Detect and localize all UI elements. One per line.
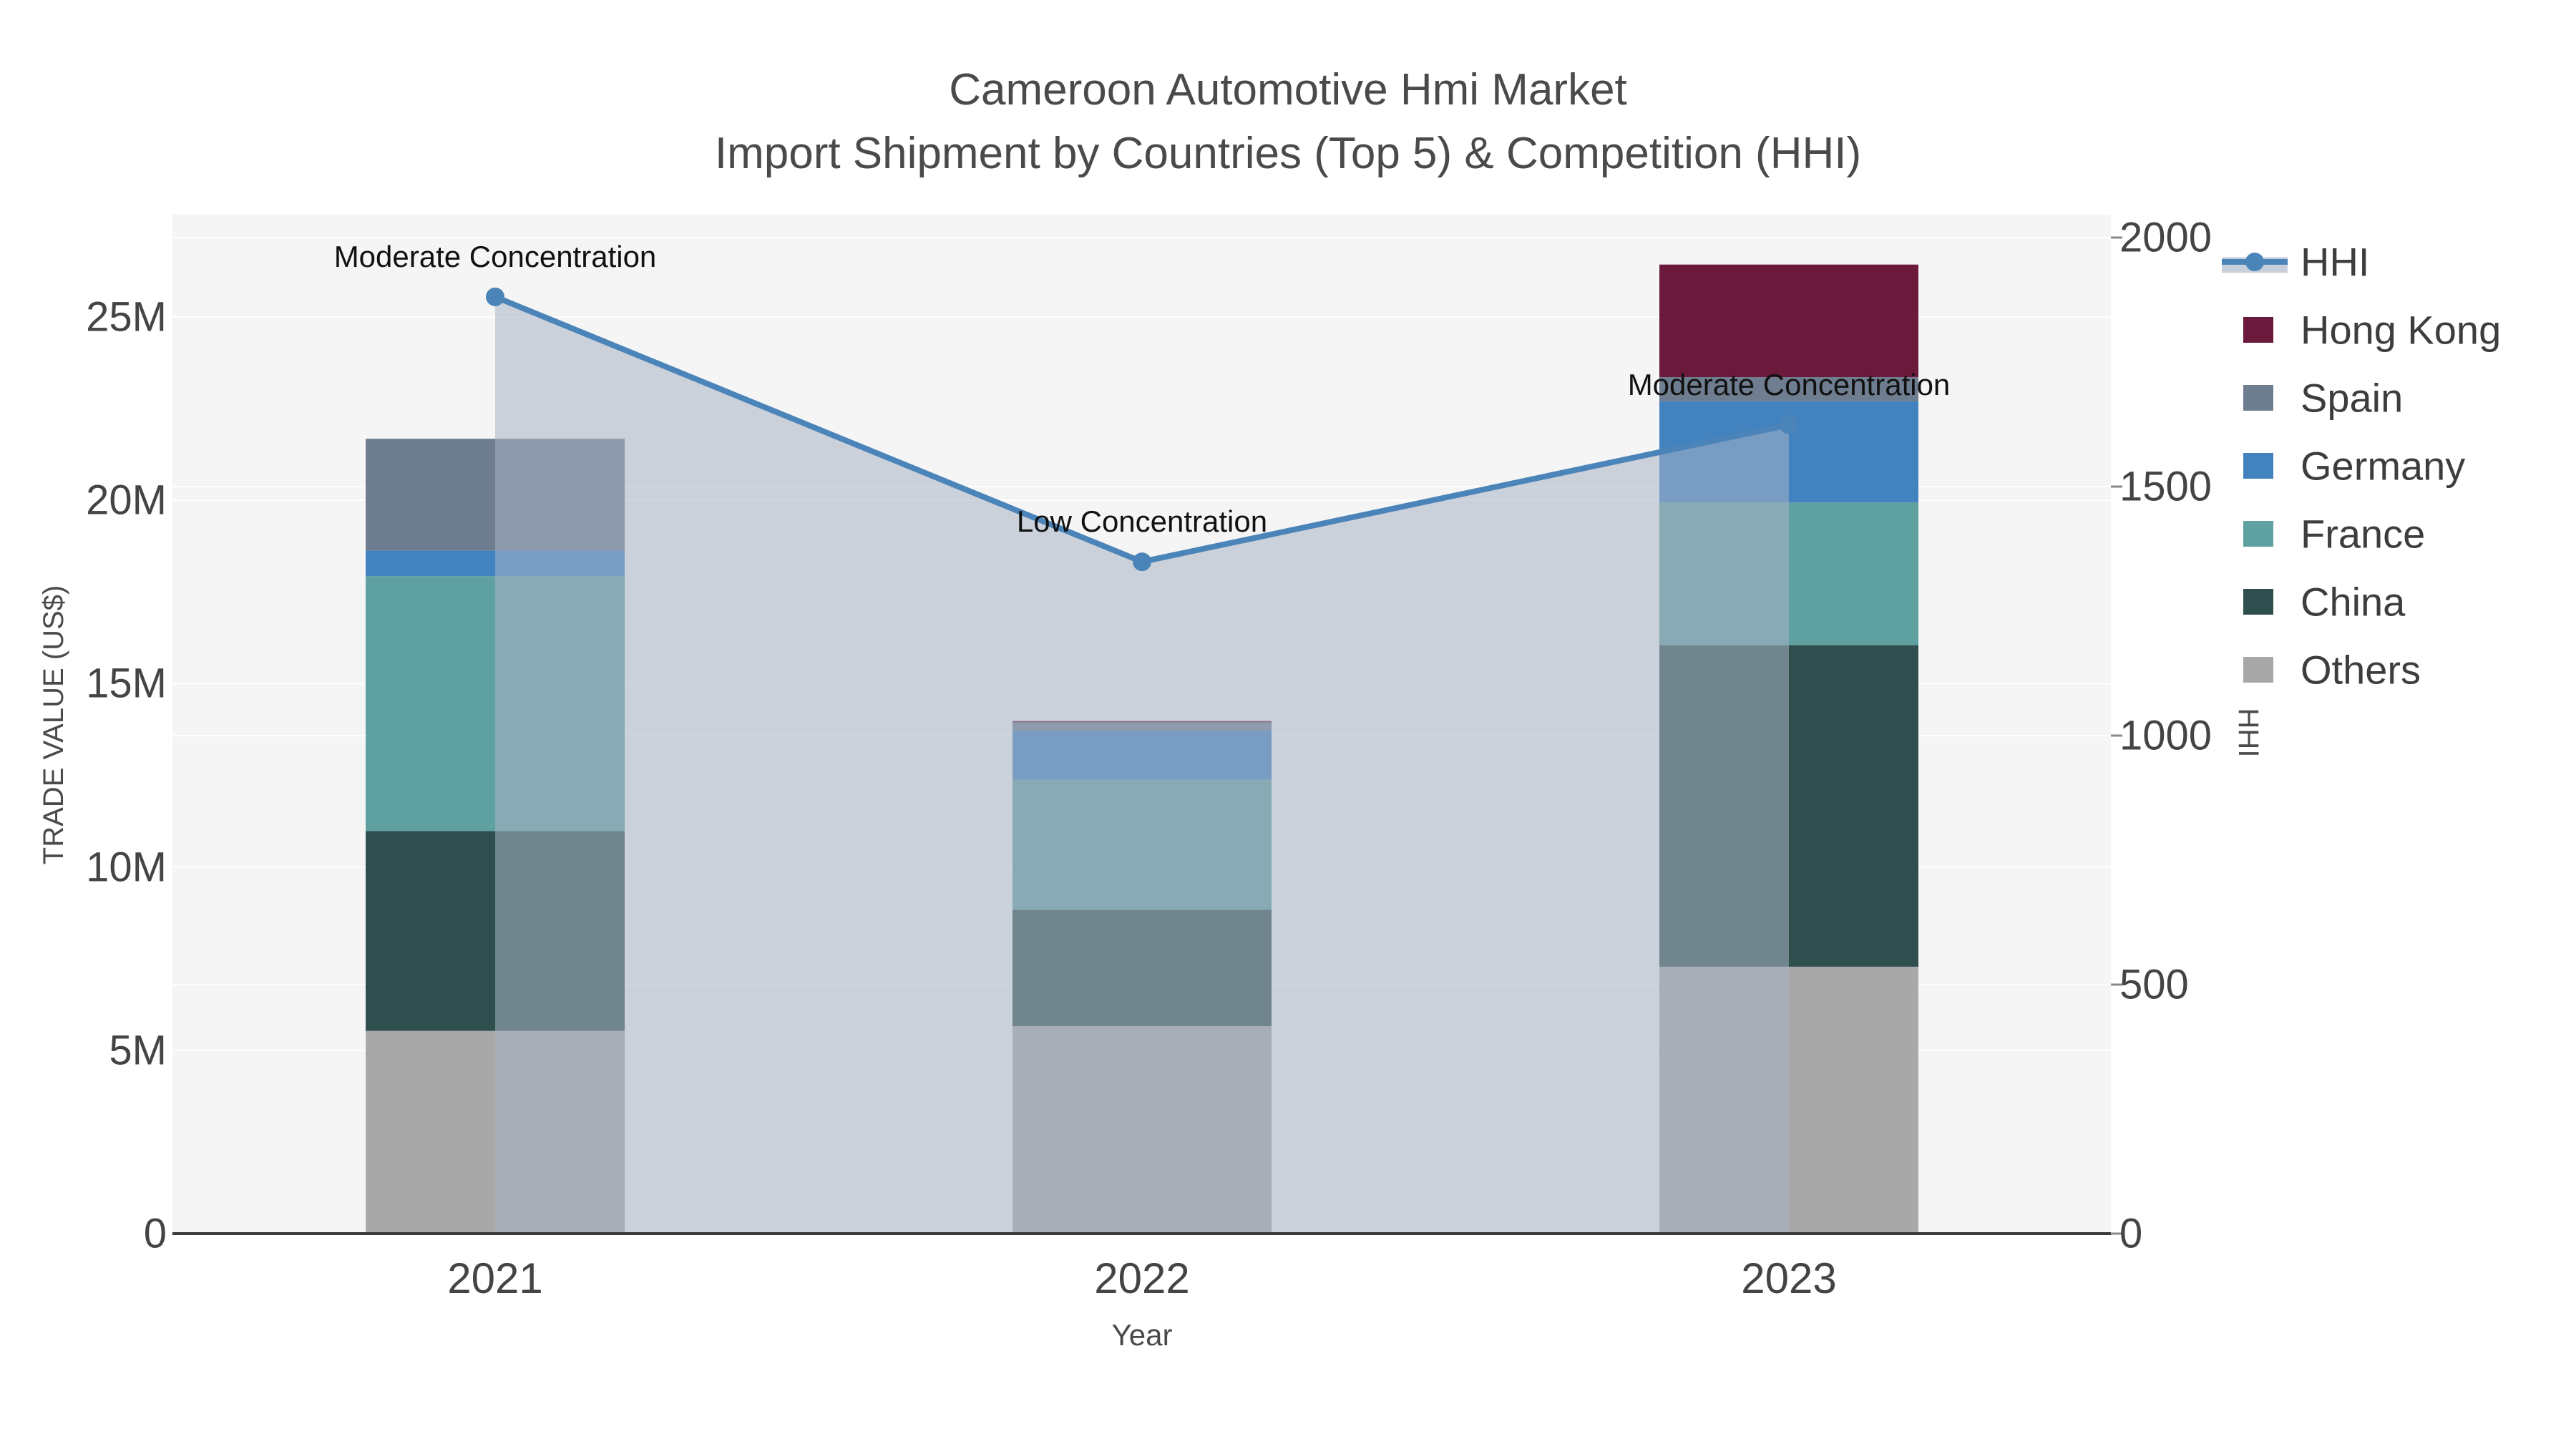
legend-swatch-spain xyxy=(2243,385,2273,411)
y-left-tick-5M: 5M xyxy=(109,1027,167,1074)
y-left-tick-20M: 20M xyxy=(86,477,167,524)
hhi-marker-2021[interactable] xyxy=(486,287,504,306)
legend-item-spain[interactable]: Spain xyxy=(2301,375,2404,421)
hhi-marker-2023[interactable] xyxy=(1780,415,1798,434)
y-right-tick-1000: 1000 xyxy=(2119,712,2212,759)
y-left-tick-0: 0 xyxy=(143,1210,167,1257)
annotation-2021: Moderate Concentration xyxy=(333,240,657,273)
chart-title: Cameroon Automotive Hmi Market xyxy=(949,65,1627,114)
legend-swatch-france xyxy=(2243,521,2273,547)
legend-hhi-marker-icon xyxy=(2245,253,2264,271)
y-left-tick-25M: 25M xyxy=(86,293,167,341)
legend-swatch-others xyxy=(2243,657,2273,683)
x-tick-2022: 2022 xyxy=(1094,1254,1190,1302)
annotation-2023: Moderate Concentration xyxy=(1627,368,1951,401)
legend-swatch-hong-kong xyxy=(2243,317,2273,343)
legend-item-germany[interactable]: Germany xyxy=(2301,443,2466,489)
x-axis-title: Year xyxy=(1111,1318,1173,1352)
annotation-2022: Low Concentration xyxy=(1016,504,1268,538)
legend-item-china[interactable]: China xyxy=(2301,579,2406,625)
y-right-tick-1500: 1500 xyxy=(2119,463,2212,510)
legend-swatch-germany xyxy=(2243,453,2273,479)
bar-segment-spain-2023[interactable] xyxy=(1659,377,1918,401)
chart-subtitle: Import Shipment by Countries (Top 5) & C… xyxy=(714,129,1862,178)
legend-item-hong-kong[interactable]: Hong Kong xyxy=(2301,307,2502,353)
y-right-axis-title: HHI xyxy=(2233,708,2264,758)
x-tick-2021: 2021 xyxy=(447,1254,543,1302)
y-right-tick-500: 500 xyxy=(2119,961,2189,1008)
x-tick-2023: 2023 xyxy=(1741,1254,1837,1302)
y-right-tick-0: 0 xyxy=(2119,1210,2143,1257)
legend-item-others[interactable]: Others xyxy=(2301,647,2421,693)
legend-item-france[interactable]: France xyxy=(2301,511,2426,557)
legend-item-hhi[interactable]: HHI xyxy=(2301,239,2370,285)
y-right-tick-2000: 2000 xyxy=(2119,214,2212,261)
y-left-tick-10M: 10M xyxy=(86,844,167,891)
legend-swatch-china xyxy=(2243,589,2273,615)
hhi-area-fill xyxy=(495,296,1789,1234)
hhi-marker-2022[interactable] xyxy=(1133,552,1151,572)
y-left-tick-15M: 15M xyxy=(86,660,167,707)
bar-segment-hong-kong-2023[interactable] xyxy=(1659,264,1918,378)
